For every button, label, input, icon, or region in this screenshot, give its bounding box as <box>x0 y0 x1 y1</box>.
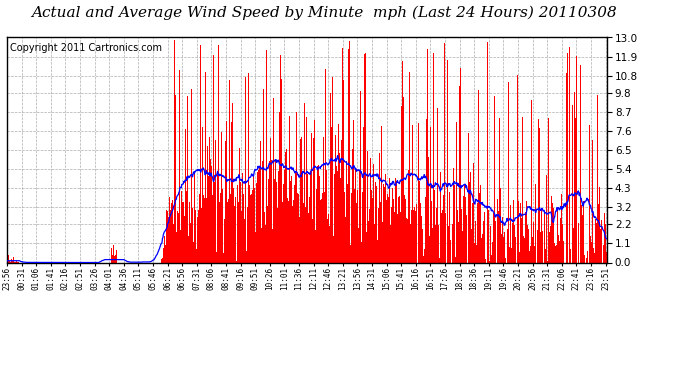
Text: Actual and Average Wind Speed by Minute  mph (Last 24 Hours) 20110308: Actual and Average Wind Speed by Minute … <box>32 6 617 20</box>
Text: Copyright 2011 Cartronics.com: Copyright 2011 Cartronics.com <box>10 43 162 53</box>
